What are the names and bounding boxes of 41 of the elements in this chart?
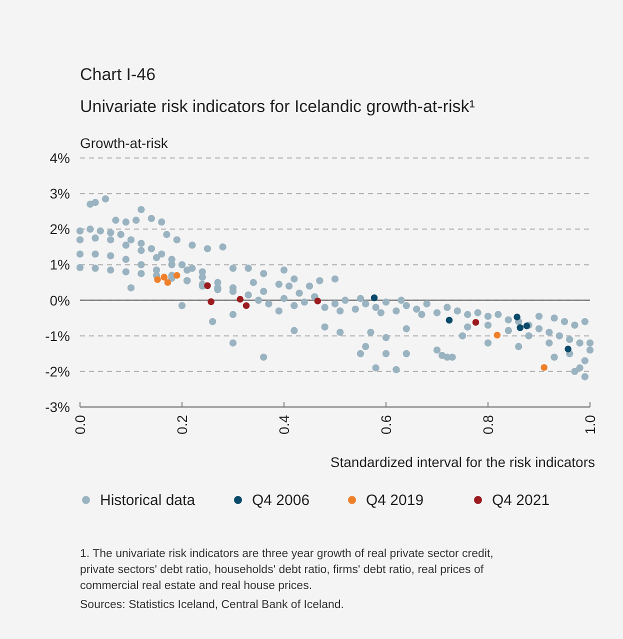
y-tick-label: 2%	[50, 221, 70, 238]
y-axis-title: Growth-at-risk	[80, 135, 169, 151]
x-tick-label: 0.4	[276, 414, 292, 434]
legend-label: Q4 2021	[492, 492, 550, 509]
point	[472, 318, 480, 326]
chart-subtitle: Univariate risk indicators for Icelandic growth-at-risk¹	[80, 97, 476, 116]
y-tick-label: 0%	[50, 292, 70, 308]
point	[154, 276, 161, 284]
y-tick-label: 1%	[50, 256, 70, 273]
legend-label: Historical data	[100, 492, 196, 509]
point	[160, 274, 168, 281]
point	[540, 364, 548, 371]
point	[174, 272, 180, 279]
source-note: Sources: Statistics Iceland, Central Bank of Iceland.	[80, 599, 344, 611]
x-axis-title: Standardized interval for the risk indicators	[330, 454, 595, 470]
point	[314, 298, 322, 304]
x-tick-label: 0.2	[174, 414, 190, 434]
y-tick-label: -3%	[45, 399, 70, 415]
point	[236, 296, 244, 303]
chart-title: Chart I-46	[80, 65, 156, 84]
point	[446, 316, 453, 324]
point	[514, 314, 520, 320]
y-tick-label: -1%	[45, 328, 70, 344]
point	[164, 279, 172, 286]
text: 1. The univariate risk indicators are three year growth of real private sector credit, private sectors' debt ratio, households' debt ratio, firms' debt ratio, real prices of commercial real estate and real house prices.	[80, 548, 494, 592]
point	[208, 298, 214, 306]
y-tick-label: -2%	[45, 363, 70, 380]
legend-label: Q4 2006	[252, 492, 310, 509]
x-tick-label: 0.0	[72, 414, 88, 434]
y-tick-label: 3%	[50, 186, 70, 202]
x-tick-label: 1.0	[582, 414, 598, 434]
point	[370, 294, 378, 302]
x-tick-label: 0.6	[378, 414, 394, 434]
point	[516, 324, 524, 332]
point	[564, 346, 572, 352]
y-tick-label: 4%	[50, 150, 70, 166]
point	[204, 282, 211, 290]
point	[494, 332, 501, 339]
point	[242, 302, 250, 310]
legend-label: Q4 2019	[366, 492, 424, 509]
x-tick-label: 0.8	[480, 414, 496, 434]
